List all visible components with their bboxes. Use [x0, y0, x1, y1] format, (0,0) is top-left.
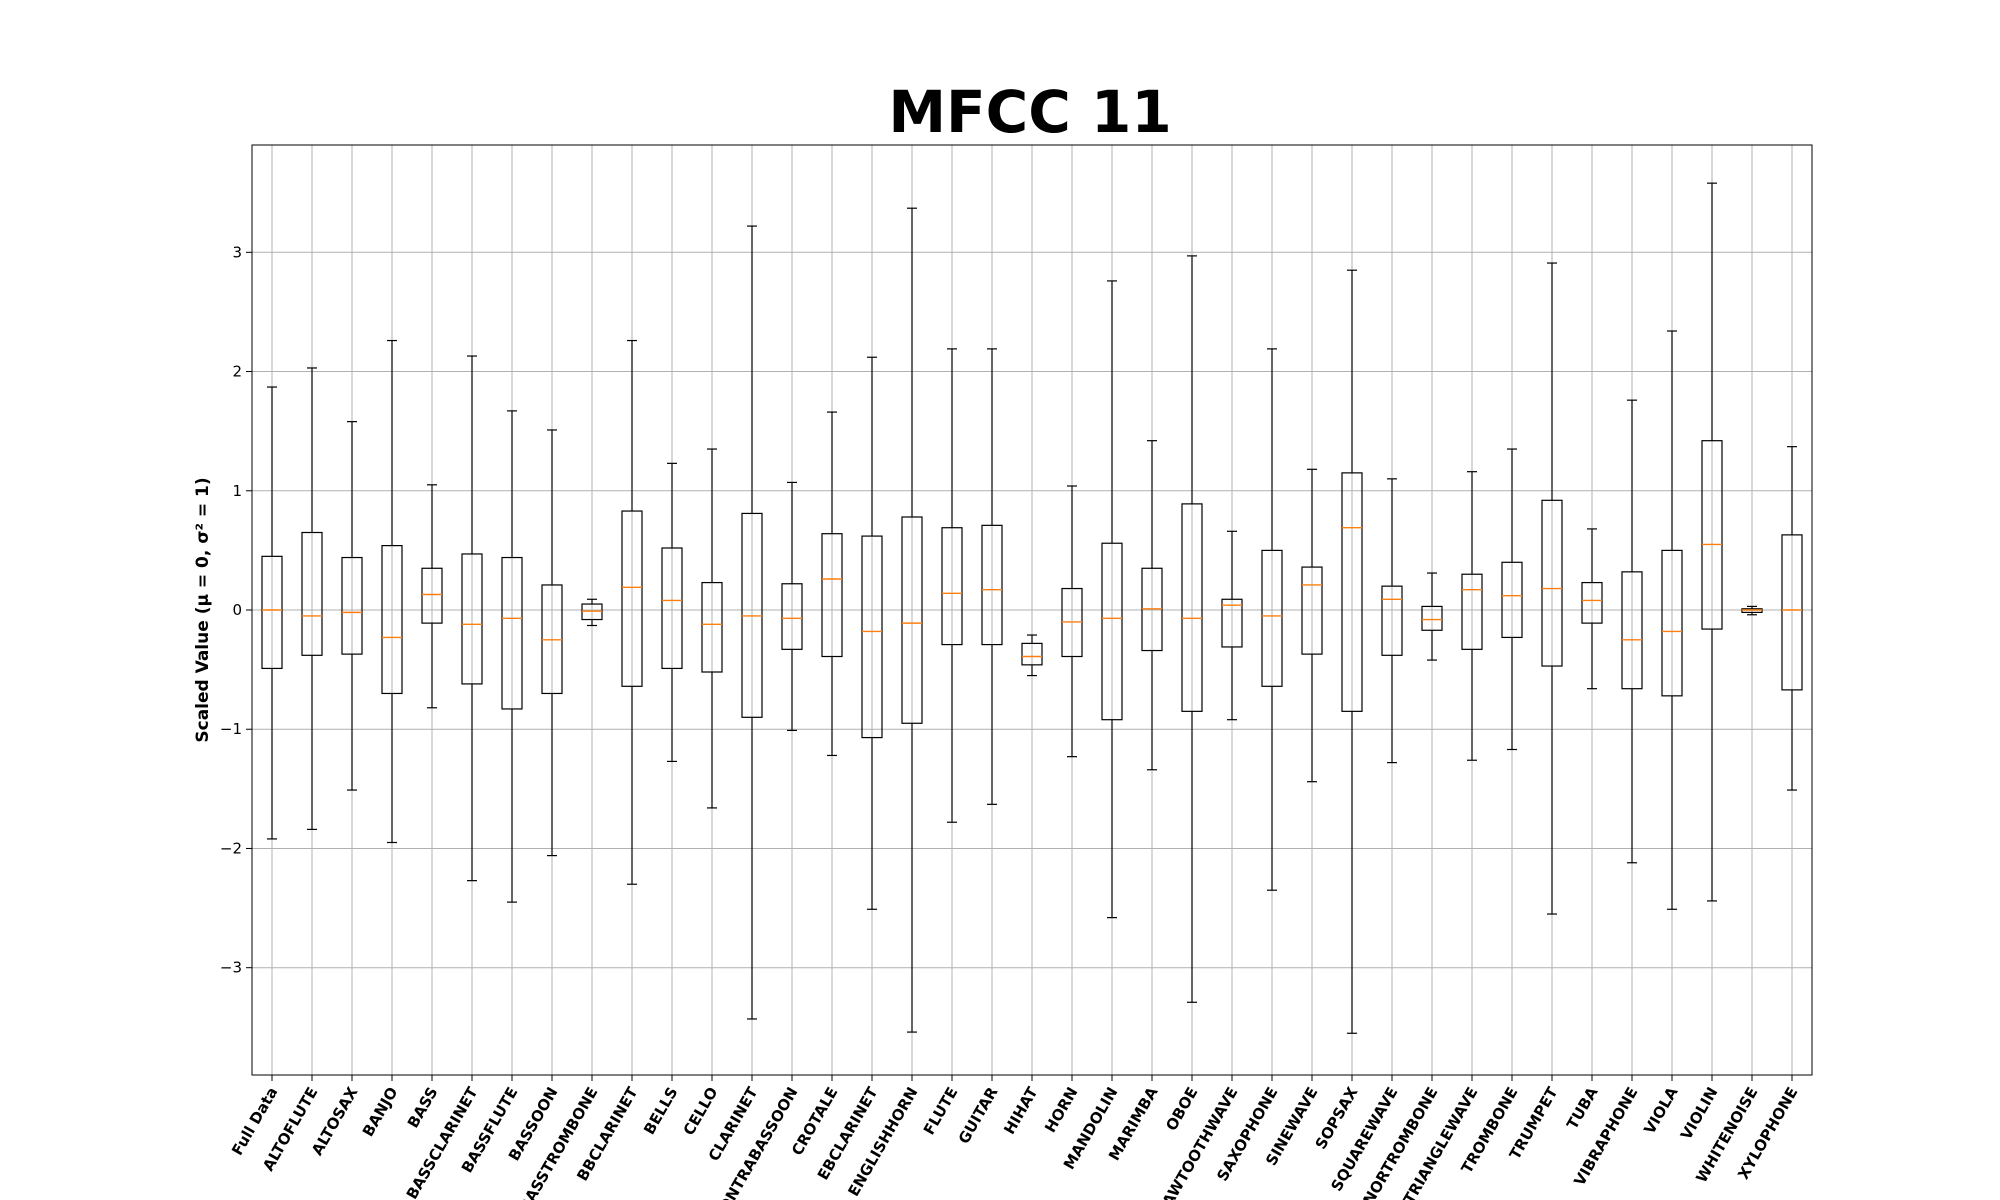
box-ebclarinet [861, 356, 883, 910]
y-axis-label: Scaled Value (μ = 0, σ² = 1) [193, 477, 213, 742]
box-full-data [261, 386, 283, 840]
box-xylophone [1781, 446, 1803, 791]
box-tenortrombone [1421, 572, 1443, 661]
box-bells [661, 462, 683, 763]
box-bassoon [541, 429, 563, 857]
iqr-box [661, 547, 683, 670]
iqr-box [1221, 598, 1243, 648]
box-marimba [1141, 440, 1163, 771]
box-sawtoothwave [1221, 530, 1243, 721]
iqr-box [1461, 573, 1483, 650]
y-tick-label: 2 [232, 363, 242, 381]
box-bbclarinet [621, 339, 643, 885]
box-bass [421, 484, 443, 709]
y-tick-label: 3 [232, 243, 242, 261]
iqr-box [701, 581, 723, 673]
iqr-box [1781, 534, 1803, 691]
box-trumpet [1541, 262, 1563, 915]
box-viola [1661, 330, 1683, 910]
iqr-box [1261, 549, 1283, 687]
iqr-box [421, 567, 443, 624]
box-banjo [381, 339, 403, 844]
box-oboe [1181, 255, 1203, 1003]
iqr-box [821, 533, 843, 658]
box-guitar [981, 348, 1003, 805]
iqr-box [981, 524, 1003, 646]
iqr-box [621, 510, 643, 687]
iqr-box [1101, 542, 1123, 721]
iqr-box [501, 556, 523, 710]
box-flute [941, 348, 963, 823]
y-tick-label: −1 [220, 720, 242, 738]
box-whitenoise [1741, 605, 1763, 616]
box-violin [1701, 182, 1723, 902]
box-tuba [1581, 528, 1603, 690]
box-squarewave [1381, 478, 1403, 764]
iqr-box [1621, 571, 1643, 690]
y-axis: −3 −2 −1 0 1 2 3 [220, 243, 252, 977]
iqr-box [1541, 499, 1563, 667]
box-trombone [1501, 448, 1523, 751]
box-saxophone [1261, 348, 1283, 891]
iqr-box [1021, 642, 1043, 666]
box-altosax [341, 421, 363, 791]
box-mandolin [1101, 280, 1123, 919]
iqr-box [901, 516, 923, 724]
iqr-box [1341, 472, 1363, 712]
y-tick-label: −3 [220, 959, 242, 977]
box-hihat [1021, 634, 1043, 677]
iqr-box [1181, 503, 1203, 712]
iqr-box [301, 531, 323, 656]
iqr-box [1421, 605, 1443, 631]
box-trianglewave [1461, 471, 1483, 761]
box-vibraphone [1621, 399, 1643, 864]
iqr-box [341, 556, 363, 655]
iqr-box [861, 535, 883, 739]
grid-lines [252, 145, 1812, 1075]
y-tick-label: −2 [220, 839, 242, 857]
iqr-box [941, 527, 963, 646]
box-basstrombone [581, 598, 603, 627]
iqr-box [1381, 585, 1403, 656]
box-series [261, 182, 1803, 1034]
box-sinewave [1301, 468, 1323, 783]
box-crotale [821, 411, 843, 757]
box-horn [1061, 485, 1083, 758]
box-altoflute [301, 367, 323, 830]
y-tick-label: 0 [232, 601, 242, 619]
iqr-box [781, 583, 803, 650]
box-bassflute [501, 410, 523, 903]
iqr-box [1701, 440, 1723, 630]
chart-title: MFCC 11 [888, 78, 1171, 146]
box-cello [701, 448, 723, 809]
box-clarinet [741, 225, 763, 1020]
iqr-box [1661, 549, 1683, 697]
iqr-box [1581, 581, 1603, 624]
iqr-box [1301, 566, 1323, 655]
box-sopsax [1341, 269, 1363, 1034]
box-contrabassoon [781, 481, 803, 732]
iqr-box [461, 553, 483, 685]
box-englishhorn [901, 207, 923, 1033]
iqr-box [261, 555, 283, 670]
box-bassclarinet [461, 355, 483, 882]
iqr-box [1501, 561, 1523, 639]
iqr-box [381, 545, 403, 695]
y-tick-label: 1 [232, 482, 242, 500]
